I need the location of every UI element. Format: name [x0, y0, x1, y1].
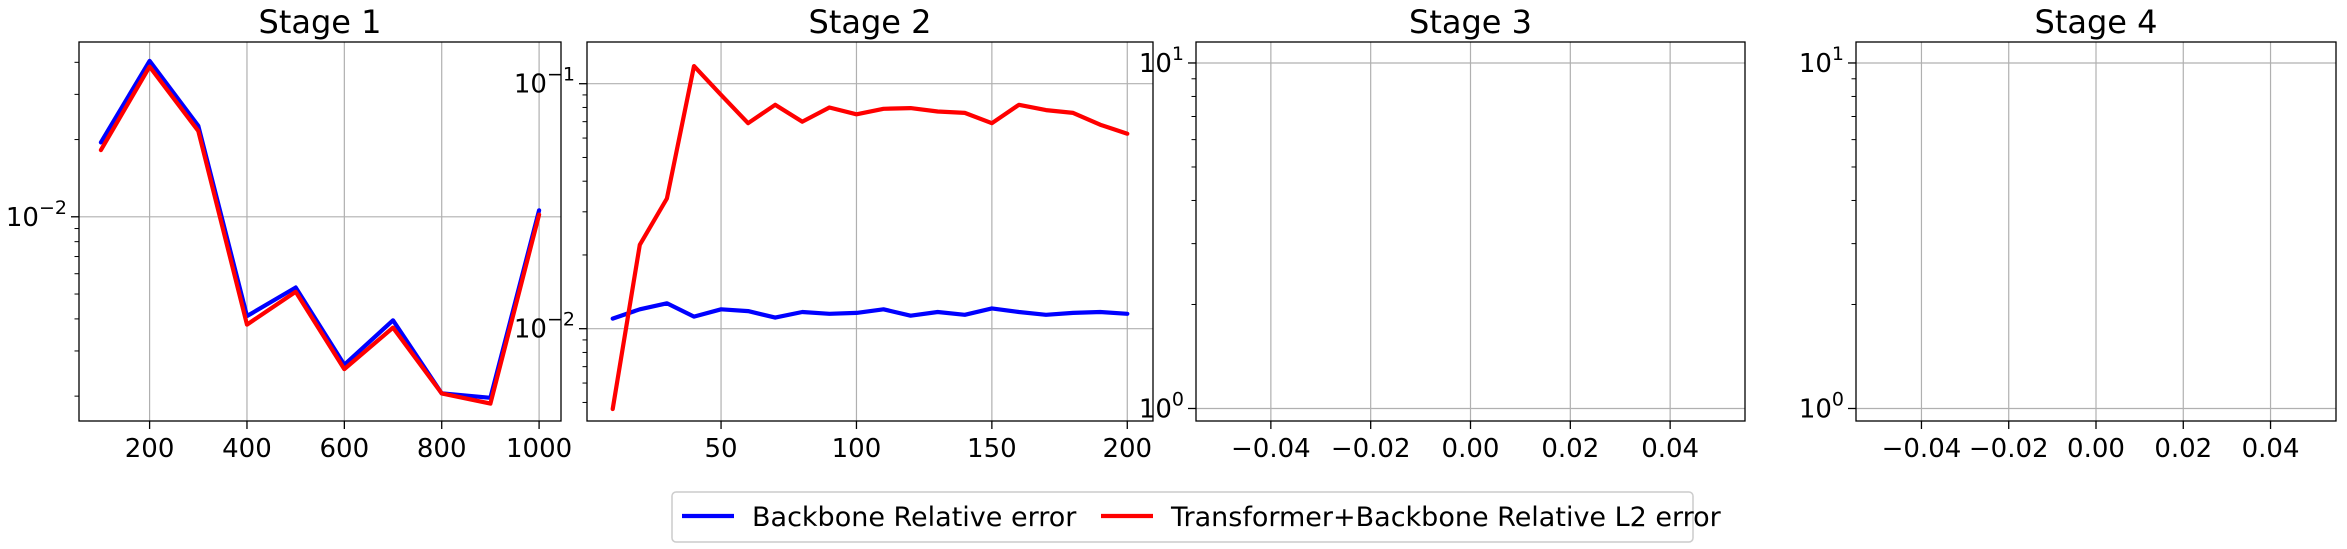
x-tick-label: 1000: [506, 434, 572, 464]
panel-1: 200 400 600 800 1000 10−2 Stage 1: [6, 3, 572, 464]
panel-title: Stage 1: [259, 3, 382, 41]
legend: Backbone Relative error Transformer+Back…: [671, 491, 1722, 543]
panels: 200 400 600 800 1000 10−2 Stage 1 50 100 150 200 10…: [6, 3, 2337, 464]
x-tick-label: 0.04: [2242, 434, 2300, 464]
y-tick-label: 10−2: [6, 197, 67, 233]
panel-title: Stage 3: [1409, 3, 1532, 41]
series-line-transformer-backbone: [98, 64, 542, 406]
x-tick-label: −0.04: [1882, 434, 1962, 464]
panel-3: −0.04 −0.02 0.00 0.02 0.04 100 101 Stage 3: [1139, 3, 1746, 464]
panel-title: Stage 4: [2035, 3, 2158, 41]
x-tick-label: 0.00: [2067, 434, 2125, 464]
x-tick-label: 200: [125, 434, 175, 464]
x-tick-label: 0.00: [1442, 434, 1500, 464]
x-tick-label: −0.02: [1969, 434, 2049, 464]
y-tick-label: 100: [1799, 388, 1844, 424]
x-tick-label: −0.04: [1231, 434, 1311, 464]
plot-frame: [586, 41, 1154, 422]
y-tick-label: 10−1: [514, 64, 575, 100]
panel-2: 50 100 150 200 10−2 10−1 Stage 2: [514, 3, 1154, 464]
series-line-backbone: [98, 58, 542, 400]
plot-frame: [1855, 41, 2337, 422]
x-tick-label: 800: [417, 434, 467, 464]
legend-label-transformer: Transformer+Backbone Relative L2 error: [1170, 502, 1722, 533]
x-tick-label: 0.02: [2154, 434, 2212, 464]
series-line-transformer-backbone: [610, 63, 1130, 412]
panel-title: Stage 2: [809, 3, 932, 41]
x-tick-label: 50: [705, 434, 738, 464]
x-tick-label: 0.04: [1641, 434, 1699, 464]
y-tick-label: 101: [1799, 43, 1844, 79]
x-tick-label: 150: [967, 434, 1017, 464]
y-tick-label: 101: [1139, 43, 1184, 79]
x-tick-label: 600: [320, 434, 370, 464]
legend-label-backbone: Backbone Relative error: [752, 502, 1077, 533]
y-tick-label: 100: [1139, 388, 1184, 424]
x-tick-label: 200: [1102, 434, 1152, 464]
panel-4: −0.04 −0.02 0.00 0.02 0.04 100 101 Stage 4: [1799, 3, 2337, 464]
x-tick-label: 100: [832, 434, 882, 464]
x-tick-label: 0.02: [1541, 434, 1599, 464]
x-tick-label: 400: [222, 434, 272, 464]
plot-frame: [1195, 41, 1746, 422]
x-tick-label: −0.02: [1331, 434, 1411, 464]
legend-frame: [671, 491, 1694, 543]
plot-frame: [78, 41, 562, 422]
series-line-backbone: [610, 301, 1130, 321]
y-tick-label: 10−2: [514, 309, 575, 345]
